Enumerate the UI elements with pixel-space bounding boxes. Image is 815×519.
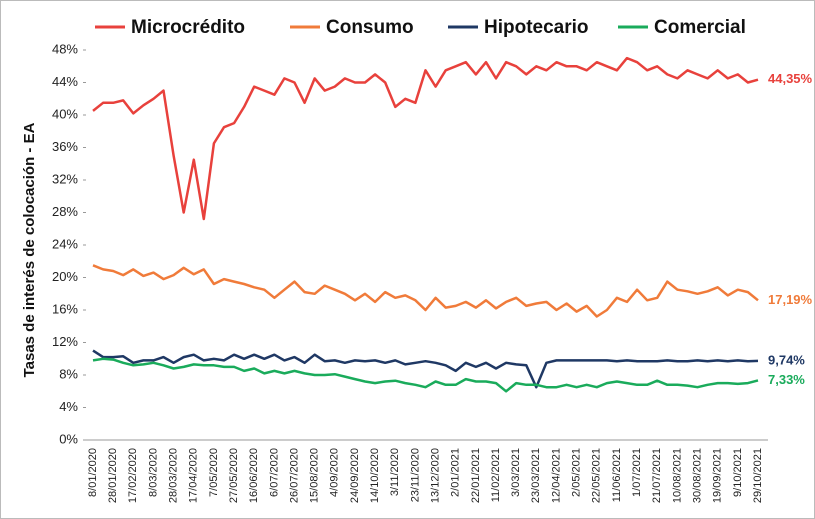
x-tick-label: 11/06/2021 [611, 448, 623, 502]
legend-label: Hipotecario [484, 17, 589, 38]
legend-label: Microcrédito [131, 17, 245, 38]
x-tick-label: 8/03/2020 [147, 448, 159, 497]
series-line [92, 56, 759, 221]
x-tick-label: 15/08/2020 [309, 448, 321, 503]
x-tick-label: 23/03/2021 [530, 448, 542, 503]
series-line [92, 264, 759, 318]
x-tick-label: 13/12/2020 [429, 448, 441, 503]
end-value-label: 44,35% [768, 71, 813, 86]
x-tick-label: 10/08/2021 [671, 448, 683, 503]
x-tick-label: 17/04/2020 [188, 448, 200, 503]
x-tick-label: 28/01/2020 [107, 448, 119, 503]
x-tick-label: 24/09/2020 [349, 448, 361, 503]
y-tick-label: 0% [59, 431, 78, 446]
x-tick-label: 23/11/2020 [409, 448, 421, 502]
y-tick-label: 4% [59, 399, 78, 414]
x-tick-label: 28/03/2020 [168, 448, 180, 503]
x-tick-label: 3/11/2020 [389, 448, 401, 496]
legend-label: Comercial [654, 17, 746, 38]
y-tick-label: 44% [52, 74, 78, 89]
x-tick-label: 19/09/2021 [712, 448, 724, 503]
y-tick-label: 12% [52, 334, 78, 349]
y-tick-label: 24% [52, 236, 78, 251]
x-tick-label: 22/05/2021 [591, 448, 603, 503]
x-tick-label: 27/05/2020 [228, 448, 240, 503]
y-tick-label: 20% [52, 269, 78, 284]
y-tick-label: 16% [52, 301, 78, 316]
x-tick-label: 29/10/2021 [752, 448, 764, 503]
x-tick-label: 16/06/2020 [248, 448, 260, 503]
x-tick-label: 4/09/2020 [329, 448, 341, 497]
x-tick-label: 2/01/2021 [450, 448, 462, 497]
y-tick-label: 36% [52, 139, 78, 154]
series-line [92, 349, 759, 389]
x-tick-label: 12/04/2021 [550, 448, 562, 503]
end-value-label: 9,74% [768, 352, 805, 367]
y-tick-label: 48% [52, 41, 78, 56]
x-tick-label: 30/08/2021 [691, 448, 703, 503]
x-tick-label: 8/01/2020 [87, 448, 99, 497]
y-tick-label: 8% [59, 366, 78, 381]
y-tick-label: 28% [52, 204, 78, 219]
x-tick-label: 26/07/2020 [288, 448, 300, 503]
x-tick-label: 21/07/2021 [651, 448, 663, 503]
x-tick-label: 11/02/2021 [490, 448, 502, 502]
y-tick-label: 40% [52, 106, 78, 121]
x-tick-label: 7/05/2020 [208, 448, 220, 497]
x-tick-label: 14/10/2020 [369, 448, 381, 503]
end-value-label: 7,33% [768, 372, 805, 387]
y-axis-label: Tasas de interés de colocación - EA [21, 122, 38, 377]
y-tick-label: 32% [52, 171, 78, 186]
series-line [92, 357, 759, 393]
end-value-label: 17,19% [768, 292, 813, 307]
x-tick-label: 3/03/2021 [510, 448, 522, 497]
x-tick-label: 9/10/2021 [732, 448, 744, 497]
x-tick-label: 2/05/2021 [571, 448, 583, 497]
x-tick-label: 22/01/2021 [470, 448, 482, 503]
x-tick-label: 1/07/2021 [631, 448, 643, 497]
legend-label: Consumo [326, 17, 414, 38]
x-tick-label: 6/07/2020 [268, 448, 280, 497]
x-tick-label: 17/02/2020 [127, 448, 139, 503]
